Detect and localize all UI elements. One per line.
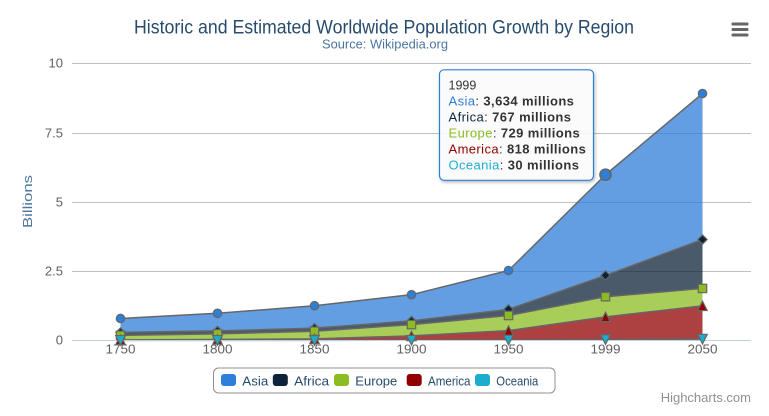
svg-text:1750: 1750: [106, 342, 136, 357]
svg-text:Highcharts.com: Highcharts.com: [661, 390, 751, 405]
svg-text:10: 10: [49, 56, 63, 71]
svg-text:Billions: Billions: [20, 174, 35, 228]
svg-text:Oceania: 30 millions: Oceania: 30 millions: [449, 157, 580, 172]
svg-text:2.5: 2.5: [45, 264, 63, 279]
svg-text:1850: 1850: [300, 342, 330, 357]
svg-text:Europe: 729 millions: Europe: 729 millions: [449, 125, 581, 140]
svg-text:1800: 1800: [203, 342, 233, 357]
svg-text:Oceania: Oceania: [496, 374, 538, 388]
svg-text:2050: 2050: [688, 342, 718, 357]
svg-text:Historic and Estimated Worldwi: Historic and Estimated Worldwide Populat…: [134, 17, 634, 39]
svg-text:1900: 1900: [397, 342, 427, 357]
svg-text:Asia: 3,634 millions: Asia: 3,634 millions: [449, 93, 575, 108]
svg-text:1999: 1999: [591, 342, 621, 357]
svg-text:0: 0: [56, 333, 63, 348]
svg-text:1999: 1999: [449, 78, 477, 92]
svg-text:America: 818 millions: America: 818 millions: [449, 141, 587, 156]
svg-text:Africa: 767 millions: Africa: 767 millions: [449, 109, 572, 124]
svg-text:5: 5: [56, 195, 63, 210]
svg-text:Africa: Africa: [294, 374, 329, 388]
svg-text:1950: 1950: [494, 342, 524, 357]
svg-text:Asia: Asia: [242, 374, 268, 388]
svg-text:America: America: [428, 374, 471, 388]
svg-text:Source: Wikipedia.org: Source: Wikipedia.org: [322, 37, 448, 52]
svg-text:7.5: 7.5: [45, 125, 63, 140]
svg-text:Europe: Europe: [355, 374, 397, 388]
